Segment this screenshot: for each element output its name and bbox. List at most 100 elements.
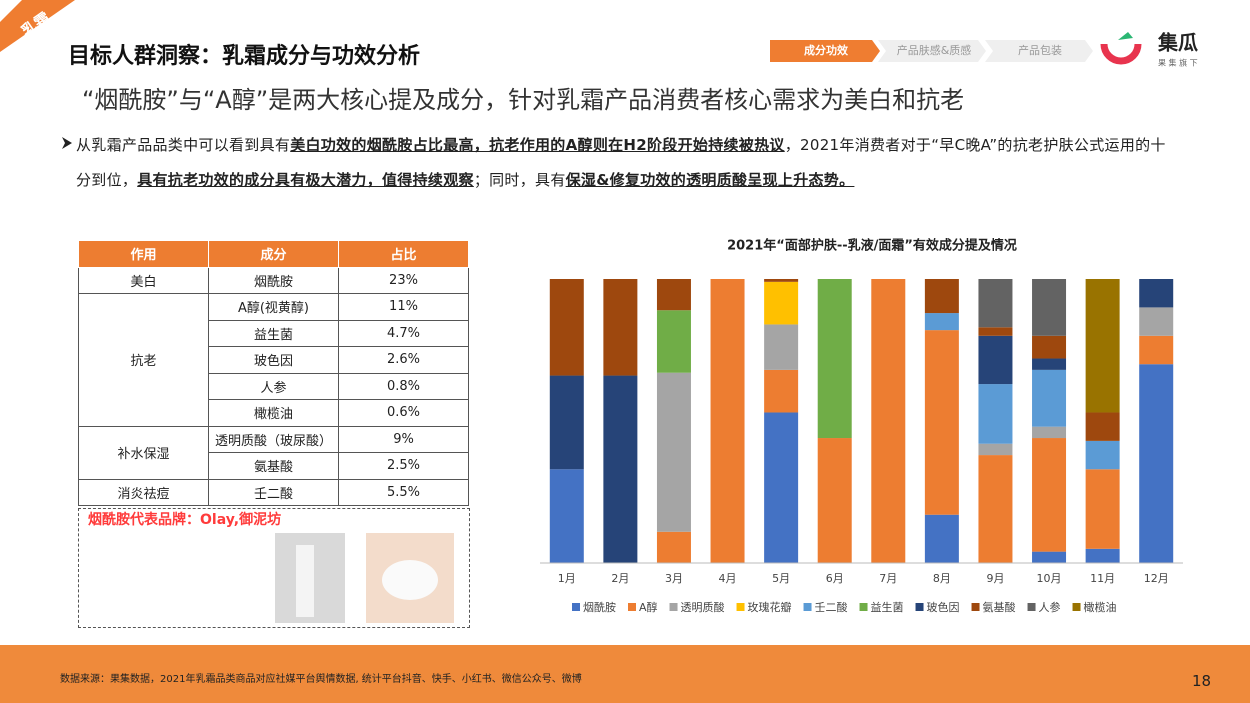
bar-segment xyxy=(1032,438,1067,552)
ingredient-cell: 人参 xyxy=(208,372,339,400)
bar-segment xyxy=(978,384,1013,444)
bar-segment xyxy=(1032,369,1067,427)
row: 橄榄油 0.6% xyxy=(79,399,469,427)
bar-segment xyxy=(978,279,1013,328)
legend-swatch xyxy=(971,603,980,611)
page-number: 18 xyxy=(1192,672,1212,690)
bar-segment xyxy=(549,469,584,563)
share-cell: 2.6% xyxy=(338,346,469,374)
bar-segment xyxy=(1085,548,1120,563)
legend-label: 壬二酸 xyxy=(815,600,848,614)
legend-label: 橄榄油 xyxy=(1084,600,1117,614)
bar-segment xyxy=(924,514,959,563)
share-cell: 9% xyxy=(338,425,469,453)
ingredient-cell: 透明质酸（玻尿酸） xyxy=(208,425,339,453)
chart-title: 2021年“面部护肤--乳液/面霜”有效成分提及情况 xyxy=(727,238,1017,254)
x-tick-label: 9月 xyxy=(986,572,1004,585)
bar-segment xyxy=(924,313,959,331)
legend-swatch xyxy=(628,603,636,611)
x-tick-label: 5月 xyxy=(772,572,790,585)
bullet xyxy=(62,137,72,149)
bar-segment xyxy=(817,438,852,563)
legend-label: 氨基酸 xyxy=(983,600,1016,614)
brand-box xyxy=(78,508,470,628)
share-cell: 2.5% xyxy=(338,452,469,480)
x-tick-label: 11月 xyxy=(1090,572,1115,585)
share-cell: 5.5% xyxy=(338,478,469,506)
bar-segment xyxy=(978,327,1013,336)
tab[interactable]: 成分功效 xyxy=(804,43,849,57)
x-tick-label: 7月 xyxy=(879,572,897,585)
bar-segment xyxy=(1085,412,1120,441)
tab[interactable]: 产品包装 xyxy=(1018,43,1062,57)
effect-cell: 消炎祛痘 xyxy=(78,478,209,506)
bar-segment xyxy=(603,279,638,376)
bar-segment xyxy=(924,279,959,314)
title: 目标人群洞察：乳霜成分与功效分析 xyxy=(68,44,421,69)
bar-segment xyxy=(656,531,691,563)
subtitle: “烟酰胺”与“A醇”是两大核心提及成分，针对乳霜产品消费者核心需求为美白和抗老 xyxy=(82,86,965,114)
legend-label: A醇 xyxy=(639,600,658,614)
effect-cell: 补水保湿 xyxy=(78,425,209,480)
bar-segment xyxy=(1139,364,1174,563)
bar-segment xyxy=(1032,426,1067,439)
table: 作用 成分 占比 美白 烟酰胺 23% 抗老 A醇(视黄醇) 11% 益生菌 4.7% 玻色因 2.6%… xyxy=(78,240,469,506)
footer-band xyxy=(0,645,1250,703)
legend-swatch xyxy=(803,603,812,611)
bar-segment xyxy=(978,455,1013,563)
logo: 集瓜 xyxy=(1157,31,1198,55)
bar-segment xyxy=(978,443,1013,456)
bar-segment xyxy=(871,279,906,563)
legend-label: 烟酰胺 xyxy=(583,600,616,614)
tab-bg[interactable] xyxy=(985,40,1093,62)
legend-swatch xyxy=(669,603,678,611)
logo-icon xyxy=(1100,43,1142,65)
legend-swatch xyxy=(1072,603,1081,611)
bar-segment xyxy=(656,372,691,532)
tab-bg[interactable] xyxy=(770,40,880,62)
tab[interactable]: 产品肤感&质感 xyxy=(897,43,972,57)
bar-segment xyxy=(1085,440,1120,470)
legend-swatch xyxy=(915,603,924,611)
row: 美白 烟酰胺 23% xyxy=(78,266,469,294)
product-jar xyxy=(382,560,438,600)
legend-swatch xyxy=(859,603,868,611)
paragraph: 从乳霜产品品类中可以看到具有美白功效的烟酰胺占比最高，抗老作用的A醇则在H2阶段… xyxy=(76,128,1176,198)
text: ，2021年消费者对于“早C晚A”的抗老护肤公式运用的十分到位， xyxy=(76,136,1166,189)
tag-ribbon xyxy=(0,0,75,52)
bar-segment xyxy=(1032,358,1067,370)
row: 补水保湿 透明质酸（玻尿酸） 9% xyxy=(78,425,469,480)
tab-bg[interactable] xyxy=(878,40,986,62)
legend-swatch xyxy=(1027,603,1036,611)
x-tick-label: 8月 xyxy=(933,572,951,585)
legend-label: 玫瑰花瓣 xyxy=(748,600,792,614)
legend-swatch xyxy=(572,603,580,611)
bar-segment xyxy=(1139,335,1174,365)
share-cell: 11% xyxy=(338,293,469,321)
legend-label: 玻色因 xyxy=(927,600,960,614)
x-tick-label: 6月 xyxy=(826,572,844,585)
emphasis: 保湿&修复功效的透明质酸呈现上升态势。 xyxy=(565,171,855,189)
bar-segment xyxy=(710,279,745,563)
bar-segment xyxy=(764,279,799,282)
header-row: 作用 成分 占比 xyxy=(78,240,469,268)
effect-cell: 抗老 xyxy=(78,293,209,427)
product-bottle xyxy=(296,545,314,617)
legend-label: 益生菌 xyxy=(871,600,904,614)
emphasis: 美白功效的烟酰胺占比最高，抗老作用的A醇则在H2阶段开始持续被热议 xyxy=(290,136,785,154)
ingredient-cell: 壬二酸 xyxy=(208,478,339,506)
share-cell: 0.6% xyxy=(338,399,469,427)
source: 数据来源：果集数据，2021年乳霜品类商品对应社媒平台舆情数据, 统计平台抖音、… xyxy=(60,674,582,685)
bar-segment xyxy=(656,279,691,311)
share-cell: 4.7% xyxy=(338,319,469,347)
chart: 2021年“面部护肤--乳液/面霜”有效成分提及情况 1月 2月 3月 4月 5月 6月 7月… xyxy=(540,238,1183,614)
ingredient-cell: 益生菌 xyxy=(208,319,339,347)
ingredient-cell: A醇(视黄醇) xyxy=(208,293,339,321)
x-tick-label: 12月 xyxy=(1144,572,1169,585)
x-tick-label: 3月 xyxy=(665,572,683,585)
bar-segment xyxy=(924,330,959,515)
bar-segment xyxy=(764,412,799,563)
text: 从乳霜产品品类中可以看到具有 xyxy=(76,136,291,154)
header-cell: 作用 xyxy=(78,240,209,268)
